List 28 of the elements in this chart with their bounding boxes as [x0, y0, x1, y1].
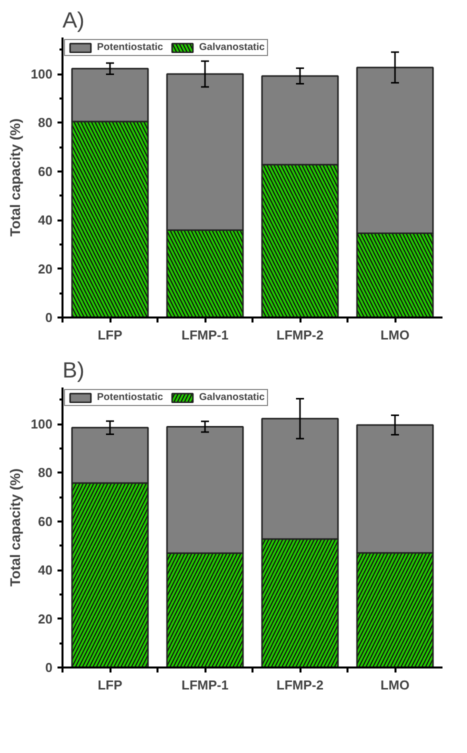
x-tick-label: LFMP-2	[276, 678, 324, 692]
chart-title: B)	[62, 358, 84, 382]
y-axis-title: Total capacity (%)	[6, 118, 23, 236]
y-axis-title: Total capacity (%)	[6, 468, 23, 586]
x-tick-label: LMO	[380, 328, 410, 342]
y-tick-label: 60	[38, 514, 53, 529]
y-tick-label: 80	[38, 465, 53, 480]
y-tick-label: 100	[30, 416, 53, 432]
legend-label: Potentiostatic	[97, 392, 164, 403]
y-tick-label: 80	[38, 115, 53, 130]
y-tick-label: 100	[30, 66, 53, 82]
x-tick-label: LFMP-1	[182, 678, 228, 692]
x-tick-label: LMO	[380, 678, 410, 692]
x-tick-label: LFP	[98, 678, 123, 692]
y-tick-label: 20	[38, 611, 53, 626]
x-tick-label: LFMP-1	[182, 328, 228, 342]
x-tick-label: LFP	[98, 328, 123, 342]
y-tick-label: 0	[45, 310, 53, 325]
chart-title: A)	[62, 8, 84, 32]
x-tick-label: LFMP-2	[276, 328, 324, 342]
y-tick-label: 40	[38, 562, 53, 578]
y-tick-label: 60	[38, 164, 53, 179]
y-tick-label: 0	[45, 660, 53, 675]
legend-label: Galvanostatic	[199, 42, 265, 53]
legend-label: Galvanostatic	[199, 392, 265, 403]
y-tick-label: 20	[38, 261, 53, 276]
legend-label: Potentiostatic	[97, 42, 164, 53]
y-tick-label: 40	[38, 212, 53, 228]
